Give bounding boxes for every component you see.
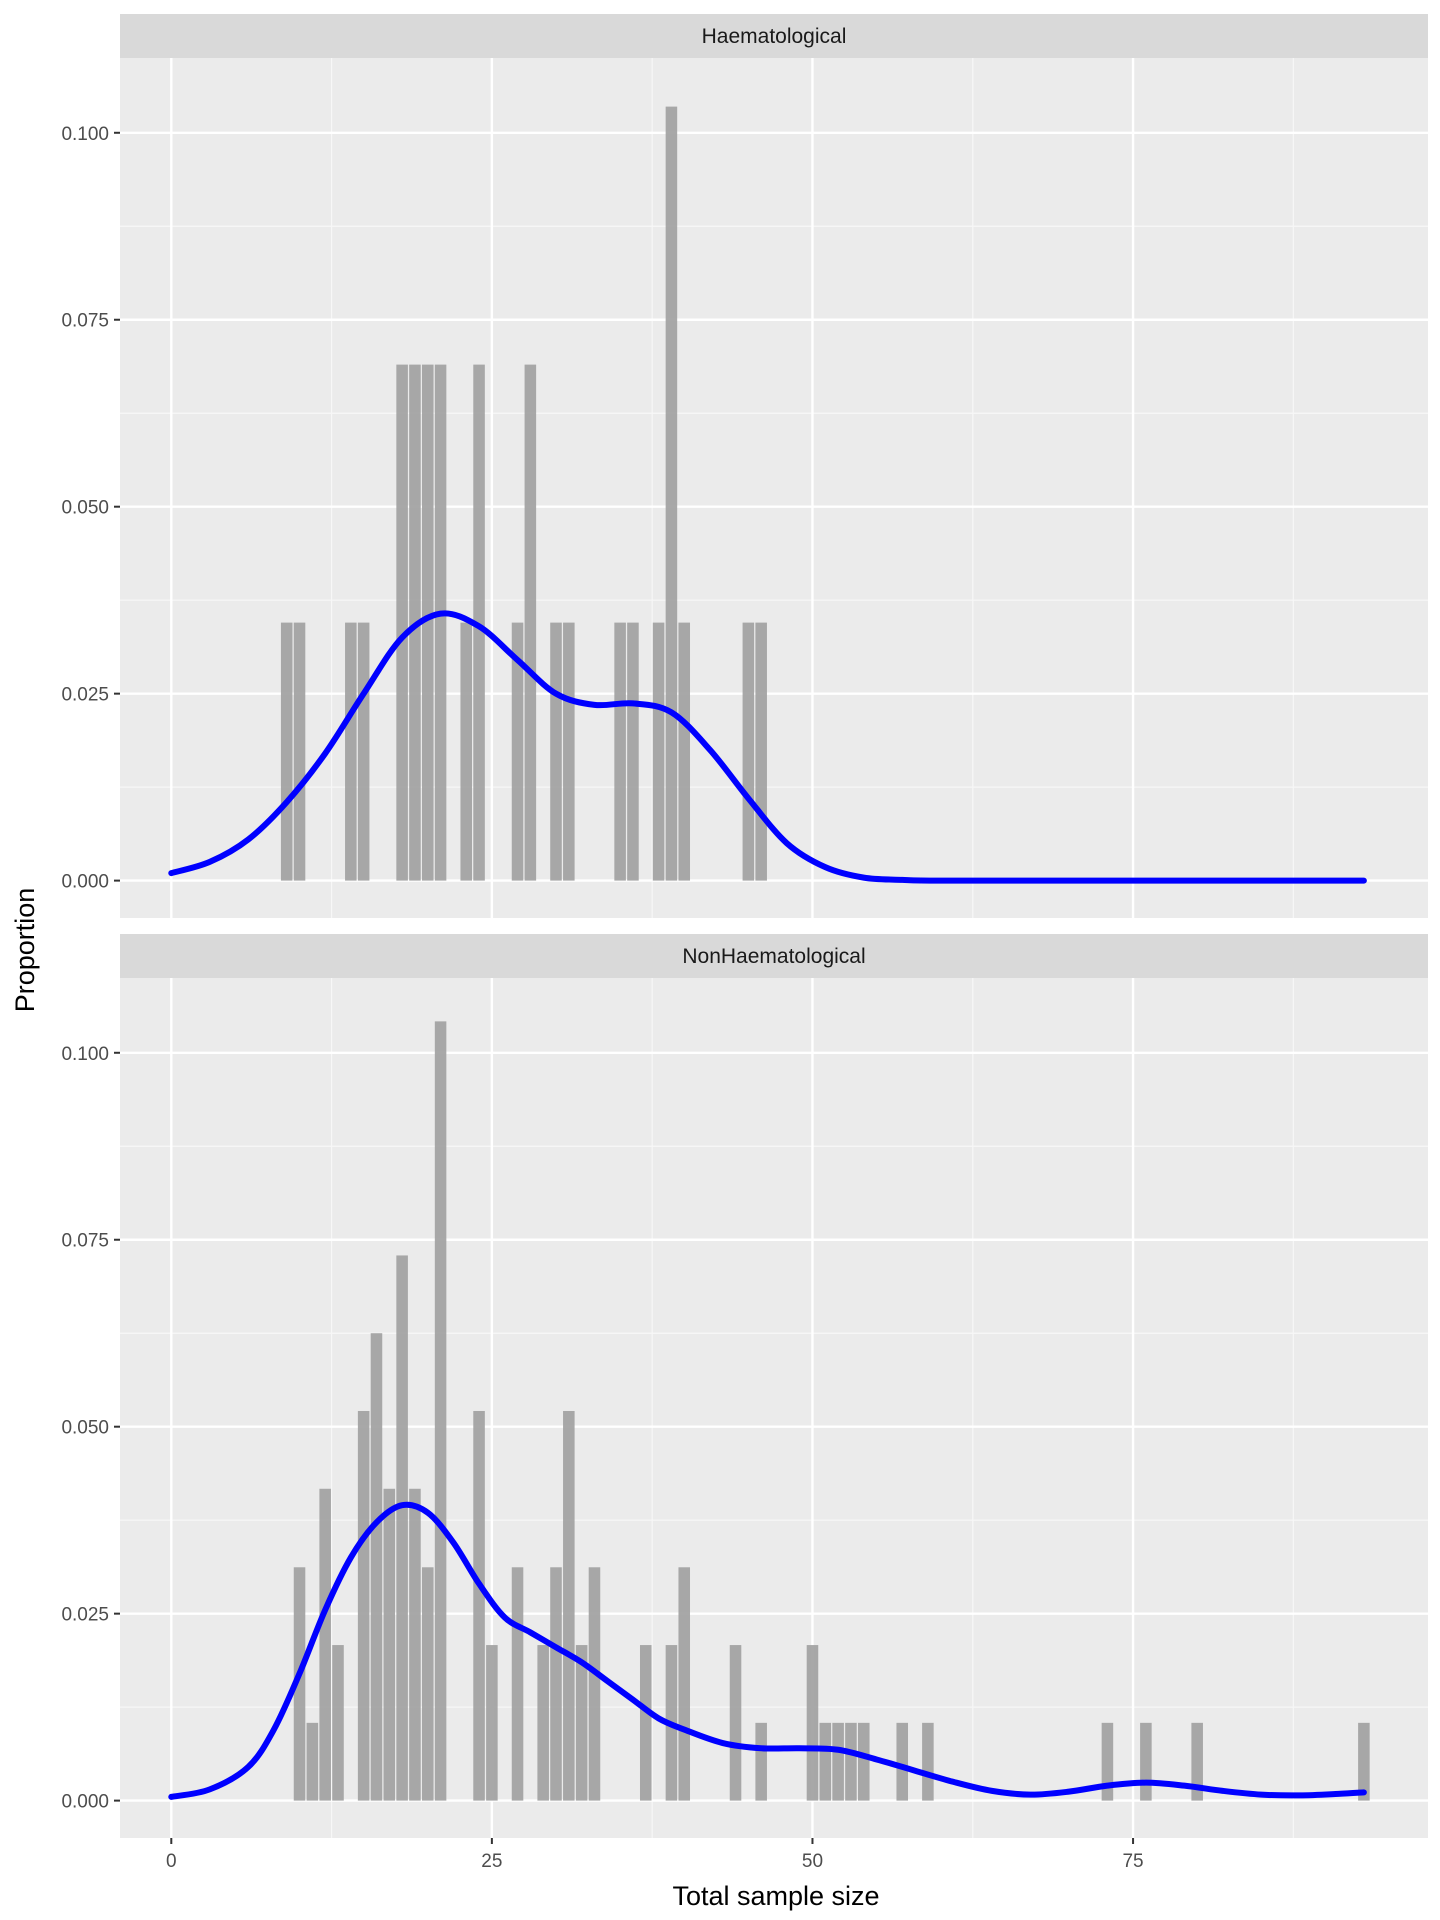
panel-background: [120, 58, 1428, 918]
histogram-bar: [806, 1645, 819, 1801]
histogram-bar: [614, 622, 626, 881]
histogram-bar: [627, 622, 639, 881]
histogram-bar: [819, 1722, 832, 1801]
x-tick-label: 0: [166, 1851, 177, 1872]
histogram-bar: [729, 1645, 742, 1801]
histogram-bar: [421, 1567, 434, 1801]
histogram-bar: [845, 1722, 857, 1801]
histogram-bar: [357, 622, 370, 881]
y-tick-label: 0.075: [61, 1231, 109, 1252]
histogram-bar: [678, 622, 691, 881]
histogram-bar: [280, 622, 293, 881]
histogram-bar: [1191, 1722, 1203, 1801]
histogram-bar: [652, 622, 665, 881]
histogram-bar: [588, 1567, 601, 1801]
facet-panel: NonHaematological 0.000 0.025 0.050 0.075 0.1…: [61, 934, 1428, 1838]
histogram-bar: [1358, 1722, 1370, 1801]
facet-strip: [120, 934, 1428, 978]
histogram-bar: [678, 1567, 691, 1801]
facet-strip: [120, 14, 1428, 58]
y-tick-label: 0.075: [61, 311, 109, 332]
histogram-bar: [639, 1645, 652, 1801]
histogram-bar: [922, 1722, 934, 1801]
y-tick-label: 0.025: [61, 685, 109, 706]
y-tick-label: 0.000: [61, 872, 109, 893]
y-tick-label: 0.000: [61, 1792, 109, 1813]
histogram-bar: [665, 106, 678, 881]
x-tick-label: 75: [1122, 1851, 1143, 1872]
y-tick-label: 0.025: [61, 1605, 109, 1626]
histogram-bar: [421, 364, 434, 881]
histogram-bar: [511, 622, 524, 881]
y-tick-label: 0.050: [61, 1418, 109, 1439]
y-tick-label: 0.050: [61, 498, 109, 519]
histogram-bar: [345, 622, 357, 881]
x-tick-label: 25: [481, 1851, 502, 1872]
histogram-bar: [383, 1488, 396, 1801]
histogram-bar: [755, 622, 767, 881]
histogram-bar: [563, 622, 575, 881]
histogram-bar: [857, 1722, 870, 1801]
facet-strip-label: Haematological: [702, 25, 847, 48]
density-curve: [168, 610, 1367, 884]
density-curve: [168, 1501, 1367, 1800]
histogram-bar: [409, 1488, 421, 1801]
y-axis-title: Proportion: [10, 888, 40, 1013]
y-tick-label: 0.100: [61, 1044, 109, 1065]
histogram-bar: [524, 364, 537, 881]
histogram-bar: [473, 364, 485, 881]
histogram-bar: [357, 1410, 370, 1801]
histogram-bar: [1101, 1722, 1114, 1801]
y-tick-label: 0.100: [61, 124, 109, 145]
facet-panel: Haematological 0.000 0.025 0.050 0.075 0.100: [61, 14, 1428, 918]
histogram-bar: [332, 1645, 344, 1801]
histogram-bar: [319, 1488, 331, 1801]
histogram-bar: [293, 622, 306, 881]
histogram-bar: [550, 622, 562, 881]
histogram-bar: [1140, 1722, 1152, 1801]
histogram-bar: [742, 622, 755, 881]
panels-layer: Haematological0.0000.0250.0500.0750.100N…: [61, 14, 1428, 1872]
histogram-bar: [306, 1722, 319, 1801]
histogram-bar: [473, 1410, 485, 1801]
panel-background: [120, 978, 1428, 1838]
histogram-bar: [434, 364, 447, 881]
histogram-bar: [563, 1410, 575, 1801]
histogram-bar: [755, 1722, 767, 1801]
histogram-bar: [537, 1645, 549, 1801]
histogram-bar: [511, 1567, 524, 1801]
histogram-bar: [293, 1567, 306, 1801]
x-tick-label: 50: [802, 1851, 823, 1872]
histogram-bar: [896, 1722, 909, 1801]
facet-strip-label: NonHaematological: [682, 945, 865, 968]
histogram-bar: [486, 1645, 498, 1801]
histogram-bar: [550, 1567, 562, 1801]
histogram-bar: [460, 622, 473, 881]
histogram-bar: [832, 1722, 844, 1801]
histogram-bar: [434, 1021, 447, 1801]
histogram-bar: [370, 1333, 383, 1801]
histogram-bar: [396, 1255, 408, 1801]
histogram-bar: [575, 1645, 588, 1801]
histogram-bar: [396, 364, 408, 881]
x-axis-title: Total sample size: [672, 1881, 879, 1911]
